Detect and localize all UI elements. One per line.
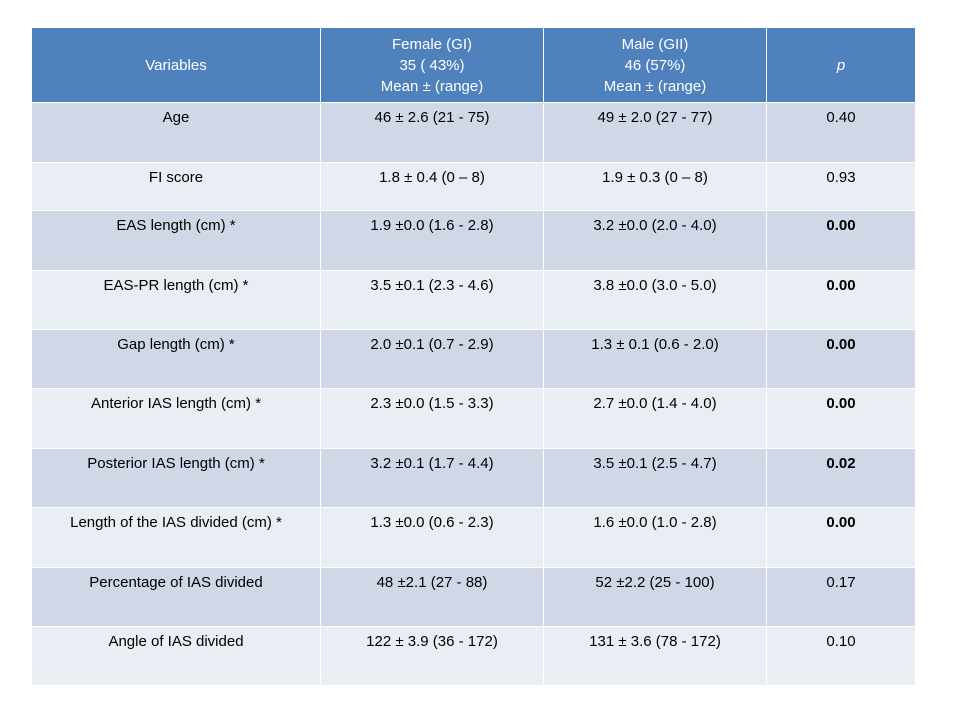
cell-male: 52 ±2.2 (25 - 100) <box>543 567 767 627</box>
cell-male: 3.8 ±0.0 (3.0 - 5.0) <box>543 270 767 330</box>
cell-p: 0.00 <box>766 329 916 389</box>
cell-variable: Anterior IAS length (cm) * <box>31 388 321 449</box>
header-row: Variables Female (GI) 35 ( 43%) Mean ± (… <box>31 27 916 103</box>
table-row: Length of the IAS divided (cm) * 1.3 ±0.0… <box>31 507 916 568</box>
cell-male: 49 ± 2.0 (27 - 77) <box>543 102 767 163</box>
header-female-title: Female (GI) <box>391 35 472 53</box>
cell-male: 1.3 ± 0.1 (0.6 - 2.0) <box>543 329 767 389</box>
cell-female: 1.3 ±0.0 (0.6 - 2.3) <box>320 507 544 568</box>
comparison-table: Variables Female (GI) 35 ( 43%) Mean ± (… <box>31 27 916 686</box>
cell-female: 1.8 ± 0.4 (0 – 8) <box>320 162 544 211</box>
table-body: Age 46 ± 2.6 (21 - 75) 49 ± 2.0 (27 - 77) 0… <box>31 102 916 686</box>
header-male-count: 46 (57%) <box>624 56 686 74</box>
cell-p: 0.00 <box>766 210 916 271</box>
cell-female: 2.0 ±0.1 (0.7 - 2.9) <box>320 329 544 389</box>
cell-p: 0.00 <box>766 388 916 449</box>
table-row: Posterior IAS length (cm) * 3.2 ±0.1 (1.7… <box>31 448 916 508</box>
cell-variable: Age <box>31 102 321 163</box>
table-row: EAS-PR length (cm) * 3.5 ±0.1 (2.3 - 4.6)… <box>31 270 916 330</box>
header-male-title: Male (GII) <box>621 35 689 53</box>
header-variables-label: Variables <box>145 56 207 74</box>
cell-p: 0.10 <box>766 626 916 686</box>
cell-p: 0.02 <box>766 448 916 508</box>
cell-p: 0.00 <box>766 270 916 330</box>
cell-variable: Angle of IAS divided <box>31 626 321 686</box>
table-row: EAS length (cm) * 1.9 ±0.0 (1.6 - 2.8) 3.2… <box>31 210 916 271</box>
cell-male: 3.5 ±0.1 (2.5 - 4.7) <box>543 448 767 508</box>
header-p: p <box>766 27 916 103</box>
table-row: Age 46 ± 2.6 (21 - 75) 49 ± 2.0 (27 - 77) 0… <box>31 102 916 163</box>
cell-male: 1.6 ±0.0 (1.0 - 2.8) <box>543 507 767 568</box>
cell-female: 46 ± 2.6 (21 - 75) <box>320 102 544 163</box>
header-female-count: 35 ( 43%) <box>399 56 465 74</box>
header-variables: Variables <box>31 27 321 103</box>
table-row: Percentage of IAS divided 48 ±2.1 (27 - 8… <box>31 567 916 627</box>
cell-female: 48 ±2.1 (27 - 88) <box>320 567 544 627</box>
table-row: Anterior IAS length (cm) * 2.3 ±0.0 (1.5 … <box>31 388 916 449</box>
cell-female: 3.2 ±0.1 (1.7 - 4.4) <box>320 448 544 508</box>
cell-variable: EAS length (cm) * <box>31 210 321 271</box>
cell-male: 1.9 ± 0.3 (0 – 8) <box>543 162 767 211</box>
cell-p: 0.40 <box>766 102 916 163</box>
cell-variable: EAS-PR length (cm) * <box>31 270 321 330</box>
cell-variable: Length of the IAS divided (cm) * <box>31 507 321 568</box>
cell-variable: Posterior IAS length (cm) * <box>31 448 321 508</box>
cell-variable: FI score <box>31 162 321 211</box>
table-row: FI score 1.8 ± 0.4 (0 – 8) 1.9 ± 0.3 (0 – … <box>31 162 916 211</box>
cell-female: 1.9 ±0.0 (1.6 - 2.8) <box>320 210 544 271</box>
cell-male: 3.2 ±0.0 (2.0 - 4.0) <box>543 210 767 271</box>
cell-p: 0.93 <box>766 162 916 211</box>
cell-female: 2.3 ±0.0 (1.5 - 3.3) <box>320 388 544 449</box>
header-p-label: p <box>836 56 846 74</box>
cell-variable: Percentage of IAS divided <box>31 567 321 627</box>
cell-variable: Gap length (cm) * <box>31 329 321 389</box>
cell-female: 3.5 ±0.1 (2.3 - 4.6) <box>320 270 544 330</box>
header-male-stat: Mean ± (range) <box>603 77 707 95</box>
table-row: Angle of IAS divided 122 ± 3.9 (36 - 172)… <box>31 626 916 686</box>
table-row: Gap length (cm) * 2.0 ±0.1 (0.7 - 2.9) 1.3… <box>31 329 916 389</box>
cell-p: 0.17 <box>766 567 916 627</box>
header-female: Female (GI) 35 ( 43%) Mean ± (range) <box>320 27 544 103</box>
header-female-stat: Mean ± (range) <box>380 77 484 95</box>
header-male: Male (GII) 46 (57%) Mean ± (range) <box>543 27 767 103</box>
cell-male: 131 ± 3.6 (78 - 172) <box>543 626 767 686</box>
cell-male: 2.7 ±0.0 (1.4 - 4.0) <box>543 388 767 449</box>
cell-female: 122 ± 3.9 (36 - 172) <box>320 626 544 686</box>
cell-p: 0.00 <box>766 507 916 568</box>
